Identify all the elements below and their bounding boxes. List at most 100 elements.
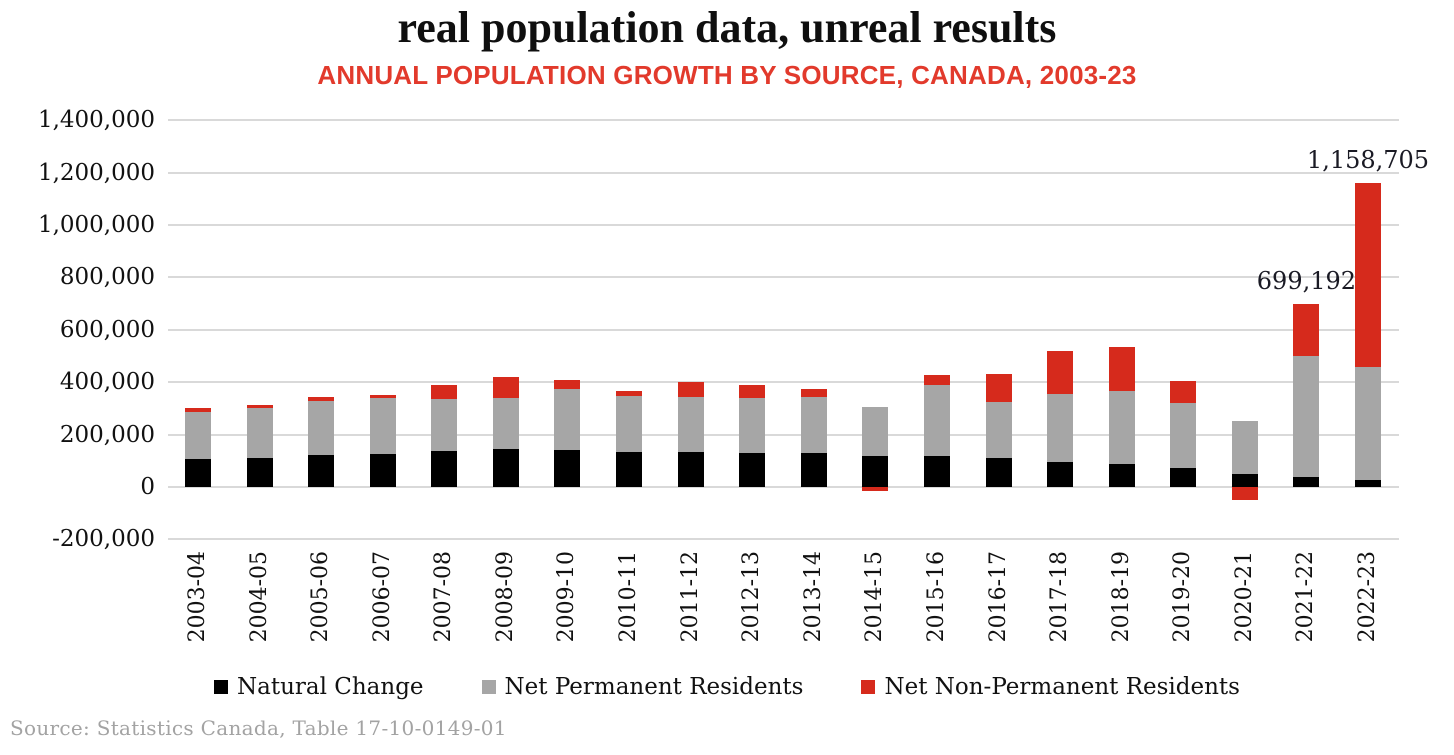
gridline bbox=[168, 171, 1399, 174]
gridline bbox=[168, 328, 1399, 331]
bar-segment bbox=[308, 455, 335, 487]
y-axis-tick-label: 1,400,000 bbox=[37, 107, 155, 134]
bar-segment bbox=[1170, 381, 1197, 403]
source-note: Source: Statistics Canada, Table 17-10-0… bbox=[10, 716, 507, 740]
bar-segment bbox=[492, 449, 519, 487]
x-axis-label: 2022-23 bbox=[1355, 551, 1380, 643]
bar-segment bbox=[369, 395, 396, 399]
bar-segment bbox=[985, 402, 1012, 459]
bar-segment bbox=[1108, 463, 1135, 487]
bar-segment bbox=[246, 408, 273, 459]
chart-title: real population data, unreal results bbox=[397, 3, 1057, 52]
y-axis-tick-label: 200,000 bbox=[59, 421, 155, 448]
bar-segment bbox=[862, 487, 889, 491]
x-axis-label: 2021-22 bbox=[1293, 551, 1319, 643]
bar-segment bbox=[677, 451, 704, 487]
x-axis-label: 2011-12 bbox=[677, 551, 703, 643]
bar-segment bbox=[185, 458, 211, 487]
bar-segment bbox=[739, 453, 766, 487]
bar-segment bbox=[1108, 390, 1135, 464]
bar-segment bbox=[246, 404, 273, 409]
y-axis-tick-label: 400,000 bbox=[59, 369, 155, 396]
bar-segment bbox=[492, 377, 519, 399]
bar-segment bbox=[739, 384, 766, 399]
bar-segment bbox=[677, 381, 704, 398]
bar-segment bbox=[800, 388, 827, 398]
bar-segment bbox=[923, 384, 950, 456]
bar-segment bbox=[431, 384, 458, 400]
x-axis-label: 2012-13 bbox=[739, 551, 765, 643]
y-axis-tick-label: 1,200,000 bbox=[37, 159, 155, 186]
bar-segment bbox=[246, 458, 273, 487]
bar-segment bbox=[800, 397, 827, 454]
bar-segment bbox=[616, 395, 643, 453]
bar-segment bbox=[616, 391, 643, 396]
bar-segment bbox=[554, 379, 581, 389]
bar-segment bbox=[862, 456, 889, 487]
bar-segment bbox=[985, 458, 1012, 487]
y-axis-tick-label: 0 bbox=[140, 474, 155, 500]
bar-segment bbox=[1293, 356, 1320, 477]
bar-segment bbox=[923, 374, 950, 385]
x-axis-label: 2014-15 bbox=[862, 551, 888, 643]
y-axis-tick-label: -200,000 bbox=[52, 526, 155, 553]
bar-segment bbox=[554, 449, 581, 487]
bar-total-label: 699,192 bbox=[1256, 266, 1357, 295]
legend: Natural Change Net Permanent Residents N… bbox=[0, 674, 1454, 700]
bar-segment bbox=[1170, 402, 1197, 469]
y-axis-tick-label: 600,000 bbox=[59, 316, 155, 343]
bar-segment bbox=[923, 455, 950, 487]
legend-label: Net Non-Permanent Residents bbox=[884, 674, 1240, 700]
natural-change-swatch-icon bbox=[214, 680, 228, 694]
bar-segment bbox=[1047, 350, 1074, 394]
gridline bbox=[168, 538, 1399, 541]
net-non-permanent-residents-swatch-icon bbox=[861, 680, 876, 694]
bar-segment bbox=[985, 374, 1012, 403]
legend-label: Natural Change bbox=[237, 674, 424, 700]
gridline bbox=[168, 433, 1399, 436]
bar-segment bbox=[1231, 420, 1258, 474]
bar-segment bbox=[431, 399, 458, 451]
bar-segment bbox=[1047, 393, 1074, 463]
bar-segment bbox=[616, 452, 643, 487]
legend-item-natural-change: Natural Change bbox=[214, 674, 424, 700]
y-axis-tick-label: 1,000,000 bbox=[37, 212, 155, 238]
gridline bbox=[168, 276, 1399, 279]
x-axis-label: 2009-10 bbox=[554, 551, 580, 643]
chart-subtitle: ANNUAL POPULATION GROWTH BY SOURCE, CANA… bbox=[317, 60, 1137, 90]
bar-segment bbox=[369, 453, 396, 487]
bar-segment bbox=[1047, 462, 1074, 487]
bar-segment bbox=[1231, 487, 1258, 501]
legend-item-net-non-permanent-residents: Net Non-Permanent Residents bbox=[861, 674, 1240, 700]
bar-segment bbox=[1293, 303, 1320, 356]
net-permanent-residents-swatch-icon bbox=[481, 680, 496, 694]
gridline bbox=[168, 224, 1399, 226]
legend-item-net-permanent-residents: Net Permanent Residents bbox=[481, 674, 803, 700]
gridline bbox=[168, 119, 1399, 122]
x-axis-label: 2018-19 bbox=[1108, 551, 1134, 643]
bar-segment bbox=[1355, 480, 1381, 487]
bar-segment bbox=[308, 400, 335, 456]
bar-segment bbox=[554, 388, 581, 450]
bar-total-label: 1,158,705 bbox=[1306, 146, 1430, 175]
bar-segment bbox=[1293, 476, 1320, 487]
bar-segment bbox=[739, 398, 766, 454]
bar-segment bbox=[369, 398, 396, 454]
x-axis-label: 2016-17 bbox=[985, 551, 1011, 643]
bar-segment bbox=[1355, 366, 1381, 481]
x-axis-label: 2013-14 bbox=[800, 551, 826, 643]
bar-segment bbox=[492, 398, 519, 449]
bar-segment bbox=[800, 453, 827, 487]
bar-segment bbox=[1170, 468, 1197, 487]
bar-segment bbox=[185, 411, 211, 459]
gridline bbox=[168, 486, 1399, 488]
x-axis-label: 2015-16 bbox=[923, 551, 949, 643]
x-axis-label: 2017-18 bbox=[1047, 551, 1073, 643]
bar-segment bbox=[1108, 346, 1135, 391]
bar-segment bbox=[862, 407, 889, 457]
bar-segment bbox=[185, 407, 211, 412]
bar-segment bbox=[677, 397, 704, 452]
x-axis-label: 2020-21 bbox=[1231, 551, 1257, 643]
x-axis-label: 2019-20 bbox=[1170, 551, 1196, 643]
bar-segment bbox=[1355, 183, 1381, 367]
